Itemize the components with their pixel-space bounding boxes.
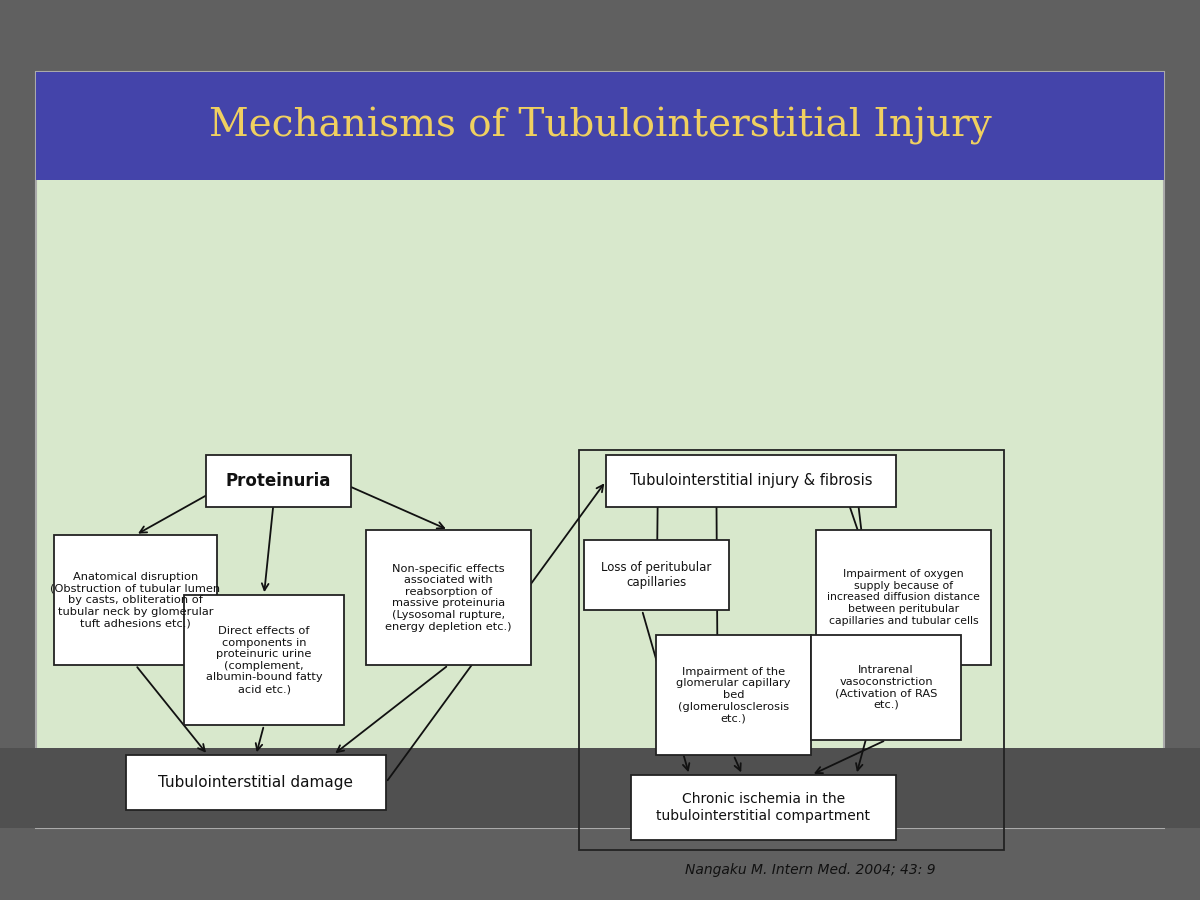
Text: Tubulointerstitial injury & fibrosis: Tubulointerstitial injury & fibrosis: [630, 473, 872, 489]
Bar: [811, 635, 961, 740]
Bar: [366, 530, 530, 665]
Bar: [54, 535, 217, 665]
Bar: [656, 635, 811, 755]
Bar: [126, 755, 386, 810]
Text: Impairment of the
glomerular capillary
bed
(glomerulosclerosis
etc.): Impairment of the glomerular capillary b…: [677, 667, 791, 724]
Text: Direct effects of
components in
proteinuric urine
(complement,
albumin-bound fat: Direct effects of components in proteinu…: [205, 626, 323, 694]
Bar: [36, 72, 1164, 180]
Bar: [606, 455, 896, 507]
Text: Tubulointerstitial damage: Tubulointerstitial damage: [158, 775, 354, 790]
Bar: [580, 450, 1004, 850]
Text: Anatomical disruption
(Obstruction of tubular lumen
by casts, obliteration of
tu: Anatomical disruption (Obstruction of tu…: [50, 572, 221, 628]
Bar: [584, 540, 730, 610]
Text: Impairment of oxygen
supply because of
increased diffusion distance
between peri: Impairment of oxygen supply because of i…: [827, 570, 980, 626]
Text: Loss of peritubular
capillaries: Loss of peritubular capillaries: [601, 561, 712, 589]
Bar: [631, 775, 896, 840]
Bar: [184, 595, 344, 725]
Text: Nangaku M. Intern Med. 2004; 43: 9: Nangaku M. Intern Med. 2004; 43: 9: [685, 863, 936, 877]
Text: Proteinuria: Proteinuria: [226, 472, 331, 490]
Text: Non-specific effects
associated with
reabsorption of
massive proteinuria
(Lysoso: Non-specific effects associated with rea…: [385, 563, 511, 632]
Bar: [816, 530, 991, 665]
Bar: [36, 72, 1164, 828]
Text: Mechanisms of Tubulointerstitial Injury: Mechanisms of Tubulointerstitial Injury: [209, 107, 991, 145]
Text: Chronic ischemia in the
tubulointerstitial compartment: Chronic ischemia in the tubulointerstiti…: [656, 792, 870, 823]
Text: Intrarenal
vasoconstriction
(Activation of RAS
etc.): Intrarenal vasoconstriction (Activation …: [835, 665, 937, 710]
Bar: [0, 748, 1200, 828]
Bar: [206, 455, 352, 507]
